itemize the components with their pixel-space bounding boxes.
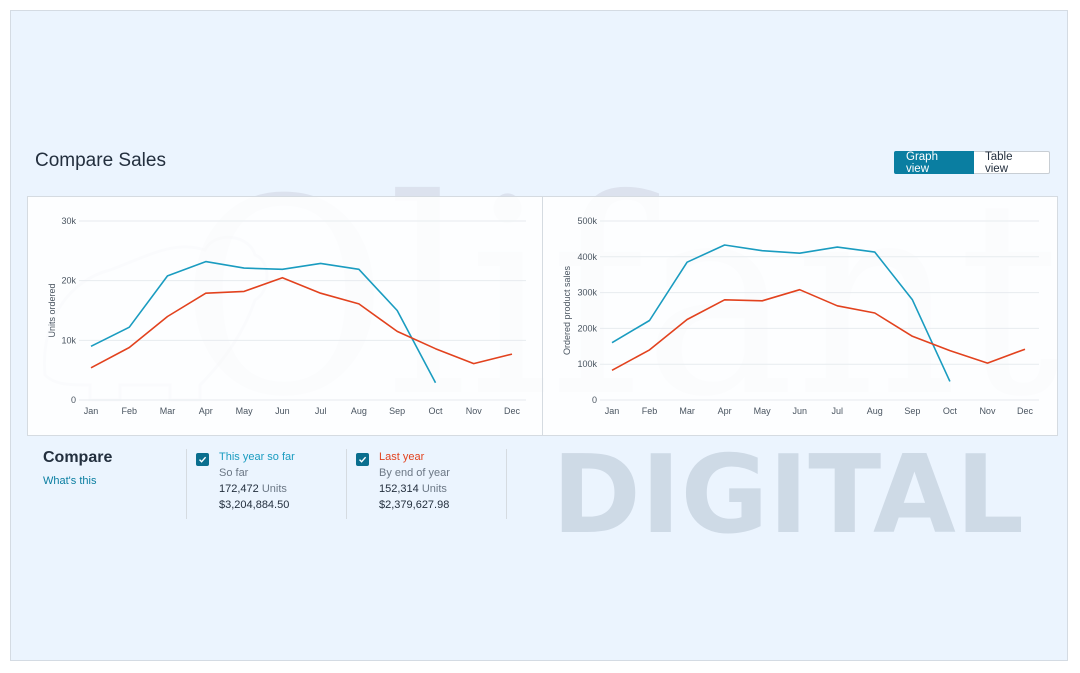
view-toggle: Graph view Table view bbox=[894, 151, 1050, 175]
last-year-sales: $2,379,627.98 bbox=[379, 499, 450, 511]
y-axis-label: Units ordered bbox=[47, 283, 57, 337]
y-tick-label: 500k bbox=[577, 216, 597, 226]
last-year-label: Last year bbox=[379, 451, 425, 463]
x-tick-label: Jan bbox=[84, 406, 99, 416]
y-tick-label: 30k bbox=[61, 216, 76, 226]
last-year-units-label: Units bbox=[421, 483, 447, 495]
y-tick-label: 300k bbox=[577, 288, 597, 298]
y-tick-label: 10k bbox=[61, 335, 76, 345]
checkmark-icon bbox=[199, 456, 207, 463]
checkmark-icon bbox=[359, 456, 367, 463]
legend-separator bbox=[506, 449, 507, 519]
x-tick-label: Jul bbox=[832, 406, 844, 416]
x-tick-label: Nov bbox=[466, 406, 483, 416]
x-tick-label: Mar bbox=[679, 406, 695, 416]
series-line bbox=[611, 244, 951, 382]
this-year-units-value: 172,472 bbox=[219, 483, 259, 495]
x-tick-label: Sep bbox=[904, 406, 920, 416]
x-tick-label: Aug bbox=[867, 406, 883, 416]
this-year-units: 172,472 Units bbox=[219, 481, 295, 497]
x-tick-label: Dec bbox=[504, 406, 521, 416]
this-year-label: This year so far bbox=[219, 451, 295, 463]
x-tick-label: Jul bbox=[315, 406, 327, 416]
compare-heading: Compare bbox=[43, 449, 113, 466]
last-year-checkbox[interactable] bbox=[356, 453, 369, 466]
x-tick-label: Jun bbox=[275, 406, 290, 416]
x-tick-label: Dec bbox=[1017, 406, 1034, 416]
x-tick-label: Apr bbox=[718, 406, 732, 416]
charts-panel: 0 10k 20k 30k Jan Feb Mar Apr May Jun Jul Aug Sep Oct… bbox=[27, 196, 1058, 436]
x-tick-label: Mar bbox=[160, 406, 176, 416]
x-tick-label: Nov bbox=[979, 406, 996, 416]
y-axis-label: Ordered product sales bbox=[562, 265, 572, 355]
x-tick-label: May bbox=[754, 406, 772, 416]
y-tick-label: 100k bbox=[577, 359, 597, 369]
table-view-button[interactable]: Table view bbox=[974, 151, 1050, 175]
y-tick-label: 200k bbox=[577, 323, 597, 333]
last-year-sub: By end of year bbox=[379, 467, 450, 479]
this-year-checkbox[interactable] bbox=[196, 453, 209, 466]
series-line bbox=[90, 260, 437, 384]
y-tick-label: 0 bbox=[71, 395, 76, 405]
charts-svg: 0 10k 20k 30k Jan Feb Mar Apr May Jun Jul Aug Sep Oct… bbox=[47, 216, 1039, 416]
x-tick-label: Oct bbox=[943, 406, 958, 416]
this-year-sub: So far bbox=[219, 467, 249, 479]
x-tick-label: Sep bbox=[389, 406, 405, 416]
series-line bbox=[611, 288, 1026, 372]
x-tick-label: Jan bbox=[605, 406, 620, 416]
y-tick-label: 20k bbox=[61, 276, 76, 286]
chart-divider bbox=[542, 197, 543, 435]
graph-view-button[interactable]: Graph view bbox=[894, 151, 974, 175]
last-year-units: 152,314 Units bbox=[379, 481, 450, 497]
legend-separator bbox=[186, 449, 187, 519]
x-tick-label: Apr bbox=[199, 406, 213, 416]
y-tick-label: 400k bbox=[577, 252, 597, 262]
x-tick-label: Oct bbox=[428, 406, 443, 416]
this-year-units-label: Units bbox=[261, 483, 287, 495]
page-title: Compare Sales bbox=[35, 150, 166, 171]
x-tick-label: Feb bbox=[642, 406, 658, 416]
legend-separator bbox=[346, 449, 347, 519]
series-line bbox=[90, 276, 513, 369]
whats-this-link[interactable]: What's this bbox=[43, 475, 97, 487]
x-tick-label: Feb bbox=[122, 406, 138, 416]
x-tick-label: Jun bbox=[792, 406, 807, 416]
this-year-sales: $3,204,884.50 bbox=[219, 499, 290, 511]
y-tick-label: 0 bbox=[592, 395, 597, 405]
x-tick-label: May bbox=[236, 406, 254, 416]
x-tick-label: Aug bbox=[351, 406, 367, 416]
last-year-units-value: 152,314 bbox=[379, 483, 419, 495]
